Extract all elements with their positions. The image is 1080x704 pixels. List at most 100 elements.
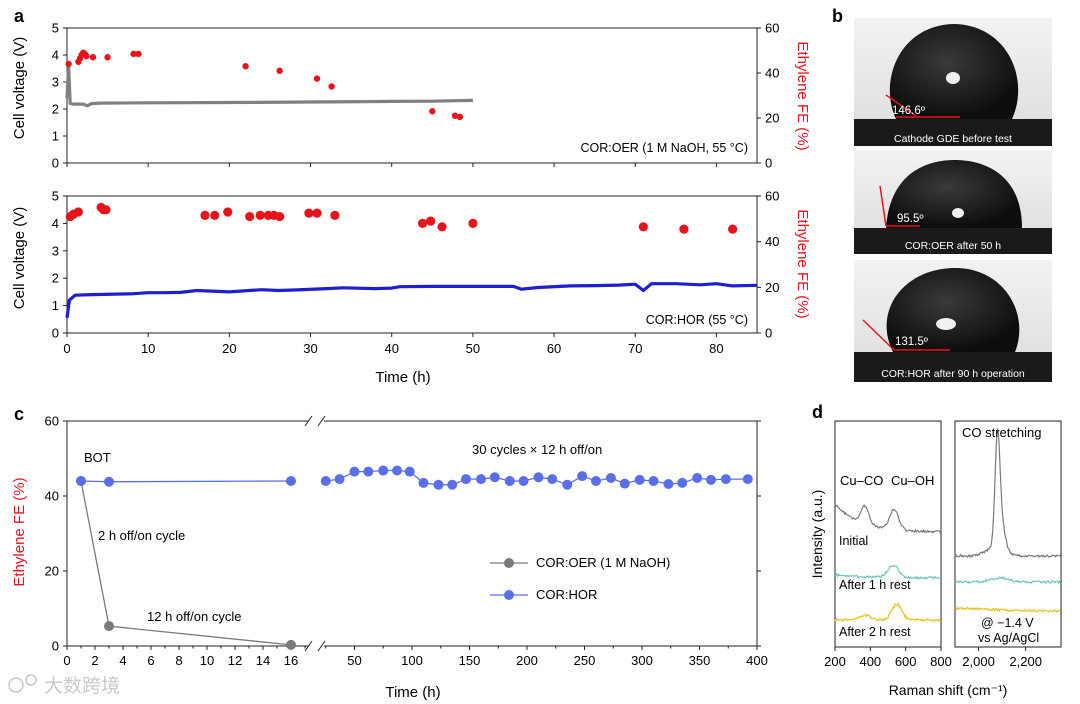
y-tick-label: 3 [52, 75, 59, 90]
d-label-initial: Initial [839, 534, 868, 548]
x-tick-label: 0 [63, 341, 70, 356]
fe-point [275, 211, 285, 222]
plot-frame [66, 195, 758, 334]
axis-break [304, 640, 313, 652]
d-spectra: 200 400 600 800 2,000 2,200 [824, 427, 1062, 669]
hor-point [76, 476, 86, 486]
fe-point [245, 211, 255, 222]
legend-label-oer: COR:OER (1 M NaOH) [536, 555, 670, 570]
d-label-after1: After 1 h rest [839, 578, 911, 592]
y2-tick-label: 40 [765, 66, 779, 81]
hor-point [334, 474, 345, 485]
y-tick-label: 4 [52, 48, 59, 63]
hor-point [547, 474, 558, 485]
spectrum-after2-low [834, 602, 942, 623]
a-xlabel: Time (h) [375, 369, 430, 386]
fe-point [313, 75, 321, 82]
fe-point [104, 54, 111, 61]
fe-point [437, 222, 447, 232]
panel-label-b: b [832, 6, 843, 26]
c-x-tick-label: 250 [574, 653, 596, 668]
d-label-potential: @ −1.4 V [981, 616, 1034, 630]
fe-point [312, 208, 322, 218]
d-xlabel: Raman shift (cm⁻¹) [889, 682, 1008, 698]
angle-2: 95.5º [897, 213, 924, 225]
fe-point [417, 218, 428, 228]
hor-point [619, 478, 630, 489]
fe-point [73, 207, 83, 217]
hor-point [286, 476, 296, 486]
fe-point [242, 63, 249, 70]
fe-point [451, 112, 459, 119]
hor-point [677, 477, 688, 488]
c-x-tick-label: 100 [401, 653, 423, 668]
d-label-ref: vs Ag/AgCl [978, 631, 1039, 645]
c-x-tick-label: 150 [459, 653, 481, 668]
watermark-text: 大数跨境 [44, 675, 120, 697]
d-x-tick-label: 2,200 [1009, 654, 1042, 669]
fe-point [135, 50, 142, 58]
hor-point [476, 474, 486, 485]
panel-label-a: a [14, 6, 25, 26]
fe-point [468, 218, 478, 228]
hor-point [533, 472, 544, 483]
y2-tick-label: 60 [765, 21, 779, 36]
hor-point [418, 477, 429, 488]
hor-point [742, 474, 753, 485]
y2-tick-label: 40 [765, 234, 779, 249]
hor-point [720, 474, 731, 485]
y2-tick-label: 20 [765, 111, 779, 126]
y-tick-label: 3 [52, 243, 59, 258]
voltage-line [65, 282, 758, 319]
legend-marker-hor [504, 590, 514, 600]
c-x-tick-label: 4 [119, 653, 126, 668]
hor-point [591, 476, 601, 486]
chart-c: 0 20 40 60 0 2 4 6 8 10 12 14 16 50 100 150 200 250 300 350… [45, 414, 768, 669]
d-label-co-stretch: CO stretching [962, 425, 1041, 440]
y-tick-label: 0 [52, 156, 59, 171]
angle-1: 146.6º [892, 105, 926, 117]
hor-point [648, 476, 659, 486]
c-x-tick-label: 2 [91, 653, 98, 668]
d-x-tick-label: 200 [824, 654, 846, 669]
legend-marker-oer [504, 558, 514, 568]
caption-3: COR:HOR after 90 h operation [881, 368, 1025, 380]
fe-point [728, 224, 738, 234]
c-y-tick-label: 60 [45, 414, 59, 429]
y-tick-label: 1 [52, 298, 59, 313]
fe-point [89, 54, 97, 61]
c-x-tick-label: 50 [347, 653, 361, 668]
a-bottom-annotation: COR:HOR (55 °C) [646, 313, 748, 327]
hor-point [504, 476, 515, 486]
d-right-frame [954, 420, 1062, 648]
fe-point [328, 83, 335, 90]
panel-c: 0 20 40 60 0 2 4 6 8 10 12 14 16 50 100 150 200 250 300 350… [11, 414, 768, 702]
hor-point [489, 472, 500, 483]
panel-label-c: c [14, 404, 24, 424]
a-bottom-ylabel: Cell voltage (V) [11, 207, 28, 310]
fe-point [200, 210, 210, 221]
fe-point [330, 210, 340, 221]
oer-point [104, 621, 114, 632]
hor-point [518, 476, 529, 486]
c-x-tick-label: 8 [175, 653, 182, 668]
c-annot-12h: 12 h off/on cycle [147, 609, 241, 624]
y2-tick-label: 60 [765, 189, 779, 204]
fe-point [426, 216, 436, 226]
c-x-tick-label: 350 [689, 653, 711, 668]
fe-point [83, 52, 90, 60]
hor-point [320, 476, 331, 486]
x-tick-label: 70 [628, 341, 642, 356]
x-tick-label: 80 [709, 341, 723, 356]
chart-a-top: 0 1 2 3 4 5 0 20 40 60 [52, 21, 780, 171]
panel-label-d: d [812, 402, 823, 422]
hor-point [349, 466, 360, 477]
c-x-tick-label: 6 [147, 653, 154, 668]
a-top-y2label: Ethylene FE (%) [794, 41, 811, 150]
caption-1: Cathode GDE before test [894, 133, 1012, 145]
hor-point [692, 473, 703, 483]
hor-point [663, 479, 674, 489]
hor-point [404, 466, 415, 477]
contact-angle-photo-3: 131.5º COR:HOR after 90 h operation [854, 260, 1052, 382]
fe-point [210, 210, 220, 221]
